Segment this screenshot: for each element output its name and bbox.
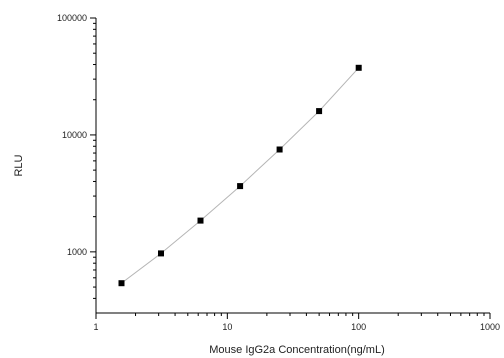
y-axis-title: RLU (13, 154, 25, 176)
x-tick-label: 10 (222, 322, 232, 332)
ticks: 1 10 100 1000 1000 10000 100000 (57, 13, 500, 332)
data-point (316, 108, 323, 115)
data-point (237, 183, 244, 190)
data-point (118, 280, 125, 287)
fit-curve (121, 67, 360, 284)
axes (95, 18, 490, 314)
x-axis-title: Mouse IgG2a Concentration(ng/mL) (209, 344, 384, 356)
data-point (276, 146, 283, 153)
data-point (158, 250, 164, 257)
data-markers (118, 64, 362, 287)
data-point (197, 217, 204, 224)
y-tick-label: 10000 (62, 130, 87, 140)
y-tick-label: 100000 (57, 13, 87, 23)
data-point (355, 64, 362, 71)
y-tick-label: 1000 (67, 247, 87, 257)
x-tick-label: 1 (93, 322, 98, 332)
x-tick-label: 100 (351, 322, 366, 332)
x-tick-label: 1000 (480, 322, 500, 332)
